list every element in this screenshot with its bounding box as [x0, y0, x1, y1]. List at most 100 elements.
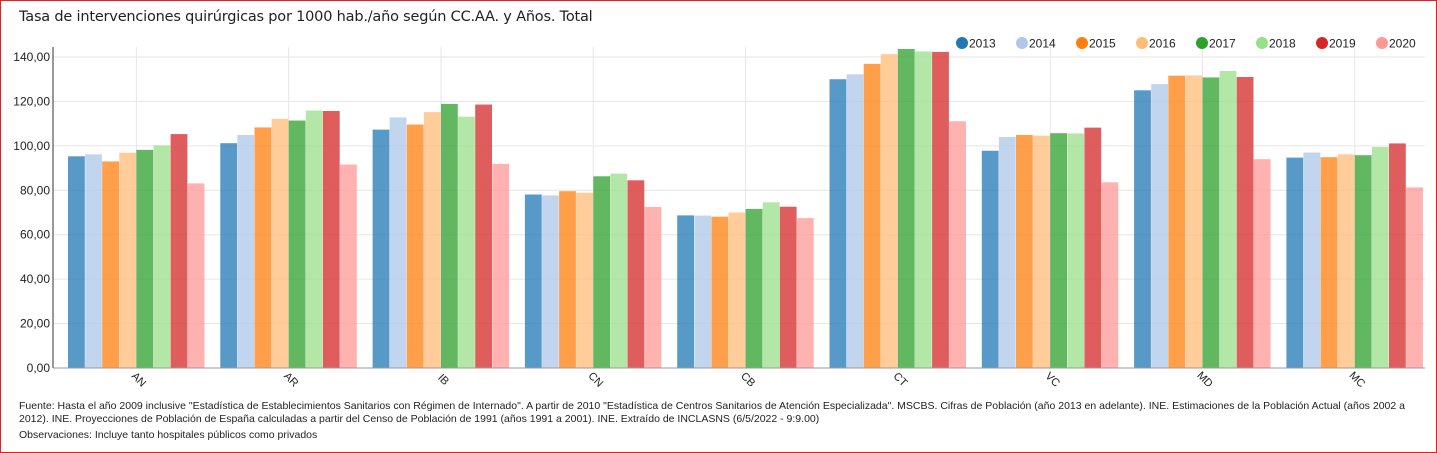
y-tick-label: 60,00: [20, 228, 50, 242]
bar-CB-2019[interactable]: [779, 206, 797, 368]
bar-CN-2019[interactable]: [627, 180, 645, 368]
legend-label: 2016: [1149, 37, 1176, 51]
y-tick-label: 120,00: [13, 94, 50, 108]
bar-IB-2017[interactable]: [441, 103, 458, 369]
legend-label: 2017: [1209, 37, 1236, 51]
legend-swatch-icon: [1136, 37, 1148, 49]
bar-CB-2013[interactable]: [677, 215, 694, 368]
bar-CB-2020[interactable]: [796, 218, 814, 368]
bar-CB-2017[interactable]: [745, 208, 763, 368]
legend-item-2015[interactable]: 2015: [1076, 37, 1116, 51]
bar-CN-2013[interactable]: [524, 194, 542, 368]
legend-label: 2018: [1269, 37, 1296, 51]
bar-AN-2015[interactable]: [102, 161, 119, 368]
bar-CN-2018[interactable]: [610, 173, 628, 368]
bar-VC-2015[interactable]: [1016, 134, 1033, 368]
source-note: Fuente: Hasta el año 2009 inclusive "Est…: [19, 400, 1405, 425]
bar-CB-2014[interactable]: [694, 215, 712, 368]
x-tick-label: AR: [281, 370, 300, 389]
bar-MD-2015[interactable]: [1168, 75, 1186, 368]
x-tick-label: IB: [435, 372, 451, 388]
bar-IB-2020[interactable]: [492, 163, 510, 368]
bar-MD-2020[interactable]: [1253, 159, 1271, 368]
bar-AR-2018[interactable]: [305, 110, 323, 368]
bar-IB-2016[interactable]: [423, 112, 441, 368]
bar-AN-2017[interactable]: [136, 149, 154, 368]
bar-AR-2016[interactable]: [271, 118, 289, 369]
bar-AR-2015[interactable]: [254, 127, 272, 369]
bar-IB-2015[interactable]: [406, 124, 424, 368]
legend-item-2018[interactable]: 2018: [1256, 37, 1296, 51]
bar-MD-2013[interactable]: [1134, 90, 1151, 369]
bar-CT-2013[interactable]: [829, 79, 847, 368]
bar-AN-2019[interactable]: [170, 134, 188, 368]
bar-VC-2013[interactable]: [981, 150, 999, 368]
bar-CN-2015[interactable]: [559, 191, 576, 368]
bar-CT-2018[interactable]: [915, 51, 932, 368]
bar-IB-2014[interactable]: [389, 117, 407, 369]
bar-CT-2020[interactable]: [949, 121, 966, 369]
bar-CB-2018[interactable]: [762, 202, 780, 368]
legend-item-2019[interactable]: 2019: [1316, 37, 1356, 51]
bar-MC-2020[interactable]: [1406, 187, 1423, 368]
bar-IB-2013[interactable]: [372, 129, 390, 368]
y-tick-label: 80,00: [20, 183, 50, 197]
bar-CT-2014[interactable]: [846, 74, 864, 368]
bar-CT-2017[interactable]: [897, 49, 915, 368]
bar-MD-2018[interactable]: [1219, 70, 1237, 369]
x-tick-label: CB: [738, 370, 757, 389]
bar-CN-2020[interactable]: [644, 206, 662, 368]
bar-AN-2018[interactable]: [153, 145, 171, 368]
bar-VC-2017[interactable]: [1050, 133, 1067, 368]
bar-MC-2018[interactable]: [1371, 146, 1389, 368]
bar-CN-2016[interactable]: [576, 192, 593, 368]
bar-AR-2019[interactable]: [322, 110, 340, 368]
bar-CT-2015[interactable]: [863, 63, 881, 369]
bar-AR-2017[interactable]: [288, 120, 306, 368]
x-axis: AN AR IB CN CB CT VC MD MC: [53, 367, 1425, 390]
legend[interactable]: 2013 2014 2015 2016 2017 2018 2019 2020: [956, 37, 1416, 51]
legend-item-2014[interactable]: 2014: [1016, 37, 1056, 51]
x-tick-label: VC: [1043, 370, 1062, 389]
bar-AR-2020[interactable]: [340, 164, 357, 368]
y-tick-label: 0,00: [27, 361, 51, 375]
legend-swatch-icon: [1376, 37, 1388, 49]
legend-item-2020[interactable]: 2020: [1376, 37, 1416, 51]
bar-IB-2019[interactable]: [475, 104, 492, 368]
bar-VC-2016[interactable]: [1033, 135, 1050, 368]
bar-CN-2014[interactable]: [542, 195, 559, 368]
legend-item-2017[interactable]: 2017: [1196, 37, 1236, 51]
bar-IB-2018[interactable]: [458, 116, 475, 368]
bar-AR-2014[interactable]: [237, 134, 255, 368]
bar-CB-2016[interactable]: [728, 212, 746, 369]
bar-AN-2014[interactable]: [85, 154, 102, 368]
bar-VC-2014[interactable]: [998, 136, 1016, 368]
bar-CN-2017[interactable]: [593, 176, 611, 368]
legend-item-2013[interactable]: 2013: [956, 37, 996, 51]
bar-AN-2013[interactable]: [68, 156, 85, 368]
bar-MC-2014[interactable]: [1303, 152, 1321, 368]
bar-AN-2020[interactable]: [187, 183, 205, 368]
bar-MC-2013[interactable]: [1286, 157, 1304, 368]
bar-CT-2019[interactable]: [932, 51, 949, 368]
bar-VC-2019[interactable]: [1084, 127, 1102, 369]
legend-label: 2015: [1089, 37, 1116, 51]
bar-CB-2015[interactable]: [711, 216, 729, 368]
bar-MD-2017[interactable]: [1202, 77, 1220, 369]
bar-AR-2013[interactable]: [220, 143, 238, 368]
bar-MD-2019[interactable]: [1236, 76, 1254, 368]
bar-MC-2015[interactable]: [1320, 157, 1338, 368]
bar-MC-2016[interactable]: [1337, 154, 1355, 368]
bar-VC-2018[interactable]: [1067, 133, 1085, 368]
legend-item-2016[interactable]: 2016: [1136, 37, 1176, 51]
y-tick-label: 140,00: [13, 50, 50, 64]
bar-MC-2019[interactable]: [1389, 143, 1406, 368]
bar-MC-2017[interactable]: [1354, 155, 1372, 368]
x-tick-label: CT: [891, 370, 910, 389]
bar-AN-2016[interactable]: [119, 152, 137, 368]
observations-note: Observaciones: Incluye tanto hospitales …: [19, 429, 318, 441]
bar-VC-2020[interactable]: [1101, 182, 1119, 368]
bar-MD-2016[interactable]: [1185, 75, 1203, 368]
bar-MD-2014[interactable]: [1151, 84, 1168, 368]
bar-CT-2016[interactable]: [880, 54, 898, 368]
